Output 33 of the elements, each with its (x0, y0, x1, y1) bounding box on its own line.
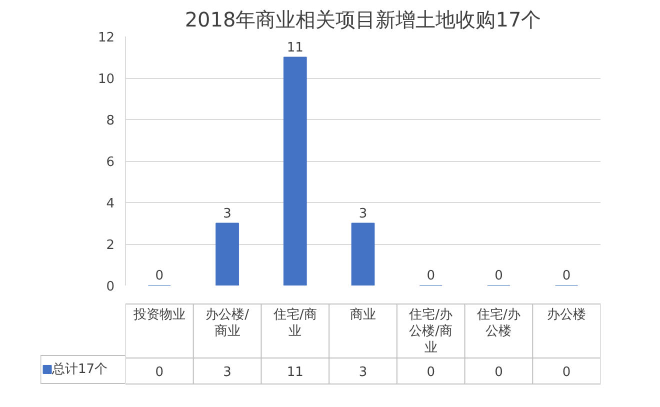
text: 0 (494, 268, 503, 284)
bar (283, 56, 307, 286)
y-tick-label: 4 (106, 196, 115, 212)
legend-label: 总计17个 (51, 362, 108, 377)
data-label: 0 (562, 364, 571, 380)
y-tick-label: 8 (106, 114, 115, 128)
x-tick-label: 住宅/办公楼 (476, 306, 520, 340)
y-tick-label: 12 (98, 30, 115, 46)
data-label: 0 (494, 364, 503, 380)
data-label: 0 (155, 364, 164, 380)
y-tick-label: 6 (106, 155, 115, 170)
y-tick-label: 0 (106, 280, 115, 294)
text: 0 (426, 268, 436, 284)
data-label: 3 (223, 364, 232, 380)
x-tick-label: 商业 (350, 308, 376, 323)
chart-title: 2018年商业相关项目新增土地收购17个 (184, 8, 542, 32)
text: 0 (562, 268, 571, 284)
y-tick-label: 10 (98, 72, 115, 87)
x-tick-label: 投资物业 (132, 308, 186, 323)
x-tick-label: 住宅/办公楼/商业 (408, 306, 453, 356)
y-tick-label: 2 (106, 238, 115, 253)
text: 3 (223, 206, 232, 222)
data-label: 0 (426, 364, 436, 380)
data-label: 11 (286, 364, 304, 380)
x-tick-label: 住宅/商业 (272, 306, 317, 340)
data-label: 3 (358, 364, 368, 380)
bar (216, 222, 239, 286)
x-tick-label: 办公楼 (547, 308, 586, 323)
text: 11 (286, 40, 304, 56)
text: 3 (358, 206, 368, 222)
text: 0 (155, 268, 164, 284)
x-tick-label: 办公楼/商业 (206, 308, 250, 340)
bar (351, 222, 375, 286)
